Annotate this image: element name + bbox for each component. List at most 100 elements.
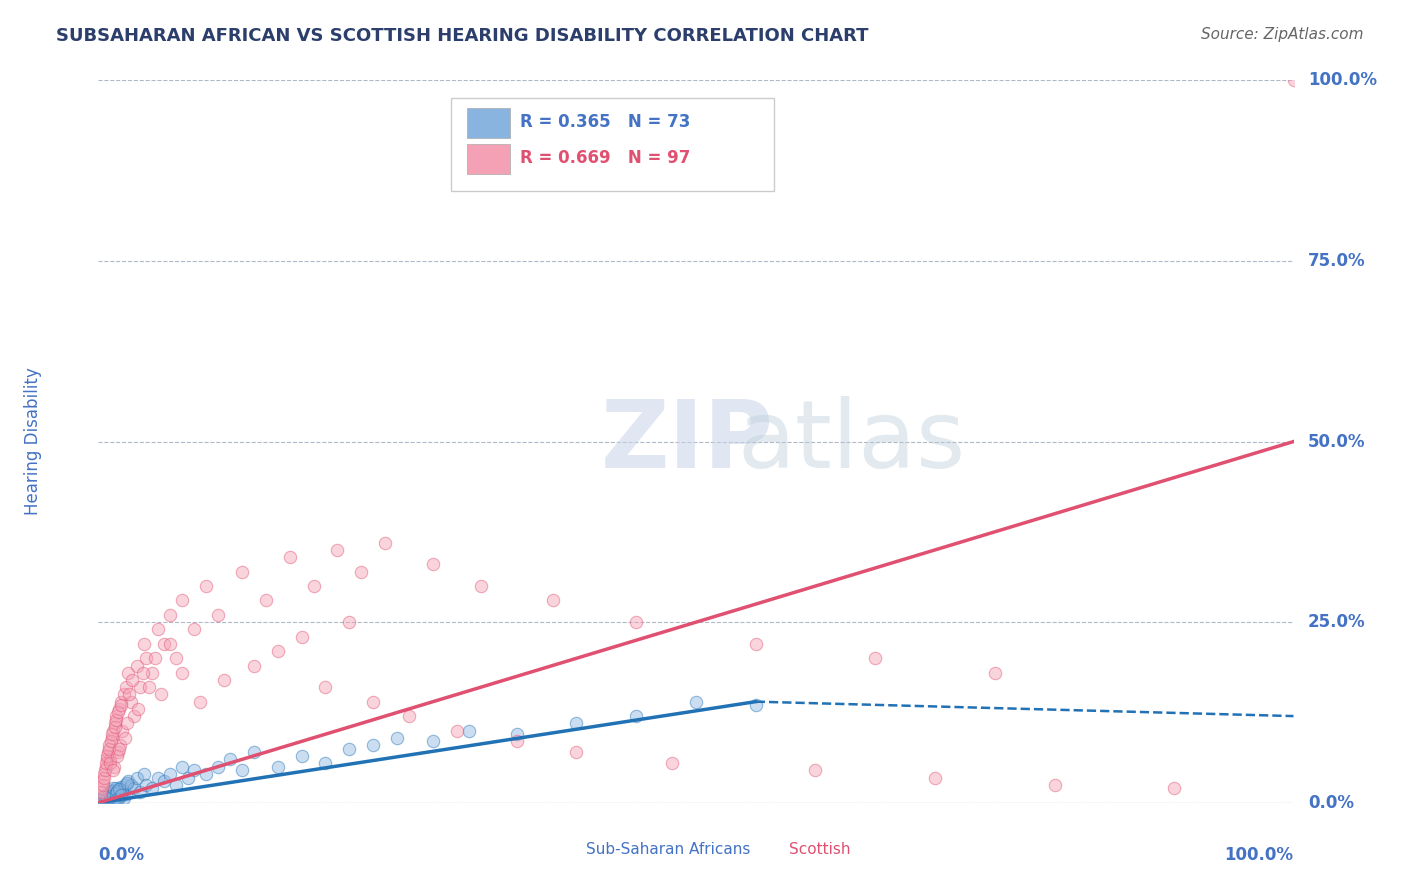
Point	[243, 658, 266, 673]
Point	[661, 756, 683, 770]
Point	[231, 565, 253, 579]
Point	[231, 764, 253, 778]
Point	[91, 778, 114, 792]
Point	[117, 774, 139, 789]
Point	[91, 781, 114, 796]
Point	[94, 764, 117, 778]
Point	[90, 790, 112, 805]
Point	[103, 793, 125, 807]
Point	[446, 723, 468, 738]
Point	[103, 792, 125, 806]
Point	[565, 716, 588, 731]
Text: ZIP: ZIP	[600, 395, 773, 488]
Point	[129, 785, 152, 799]
Point	[159, 607, 181, 622]
Point	[103, 720, 125, 734]
Point	[165, 778, 187, 792]
Point	[172, 760, 194, 774]
Point	[108, 741, 131, 756]
Point	[104, 713, 127, 727]
Point	[97, 741, 120, 756]
Point	[111, 782, 134, 797]
Point	[458, 723, 481, 738]
Point	[131, 665, 153, 680]
FancyBboxPatch shape	[467, 144, 509, 174]
Point	[114, 731, 136, 745]
Point	[374, 535, 396, 549]
Point	[91, 793, 114, 807]
Point	[1282, 73, 1305, 87]
Point	[112, 687, 135, 701]
Point	[195, 579, 218, 593]
Point	[115, 680, 138, 694]
Point	[98, 790, 121, 805]
Point	[101, 789, 124, 804]
Point	[114, 778, 136, 792]
Point	[93, 789, 115, 804]
Point	[506, 734, 529, 748]
Point	[90, 792, 112, 806]
Point	[124, 709, 146, 723]
Point	[96, 756, 118, 770]
Point	[685, 695, 707, 709]
Point	[626, 615, 648, 630]
Point	[111, 723, 134, 738]
Point	[363, 738, 385, 752]
Point	[129, 680, 152, 694]
FancyBboxPatch shape	[551, 838, 581, 860]
Point	[110, 698, 132, 713]
FancyBboxPatch shape	[755, 838, 783, 860]
Point	[98, 791, 121, 805]
Point	[107, 785, 129, 799]
Point	[565, 745, 588, 759]
Point	[984, 665, 1007, 680]
Point	[125, 658, 148, 673]
Point	[1163, 781, 1185, 796]
Point	[90, 785, 112, 799]
Point	[91, 774, 114, 789]
Point	[105, 783, 128, 797]
Point	[93, 767, 115, 781]
Point	[117, 665, 139, 680]
Point	[148, 771, 170, 785]
Text: 50.0%: 50.0%	[1308, 433, 1365, 450]
Point	[100, 734, 122, 748]
Point	[159, 637, 181, 651]
Point	[94, 788, 117, 802]
Point	[315, 680, 337, 694]
FancyBboxPatch shape	[467, 108, 509, 138]
Point	[141, 781, 163, 796]
Point	[121, 673, 143, 687]
Point	[804, 764, 827, 778]
Point	[98, 752, 122, 766]
Point	[422, 734, 444, 748]
Point	[541, 593, 564, 607]
Point	[132, 637, 155, 651]
Point	[107, 706, 129, 720]
Point	[267, 760, 290, 774]
Text: 25.0%: 25.0%	[1308, 613, 1365, 632]
Point	[97, 786, 120, 800]
Text: 100.0%: 100.0%	[1308, 71, 1376, 89]
Point	[422, 558, 444, 572]
Point	[177, 771, 200, 785]
Text: 75.0%: 75.0%	[1308, 252, 1365, 270]
Point	[93, 771, 115, 785]
Point	[110, 788, 132, 802]
Text: SUBSAHARAN AFRICAN VS SCOTTISH HEARING DISABILITY CORRELATION CHART: SUBSAHARAN AFRICAN VS SCOTTISH HEARING D…	[56, 27, 869, 45]
Text: 100.0%: 100.0%	[1225, 847, 1294, 864]
Point	[103, 764, 125, 778]
Point	[291, 630, 314, 644]
Point	[149, 687, 172, 701]
Point	[120, 695, 142, 709]
Point	[132, 767, 155, 781]
Point	[350, 565, 373, 579]
Point	[125, 771, 148, 785]
Point	[100, 784, 122, 798]
Point	[183, 764, 205, 778]
Point	[278, 550, 301, 565]
Point	[172, 665, 194, 680]
Point	[96, 748, 118, 763]
Point	[97, 745, 120, 759]
Point	[865, 651, 887, 665]
